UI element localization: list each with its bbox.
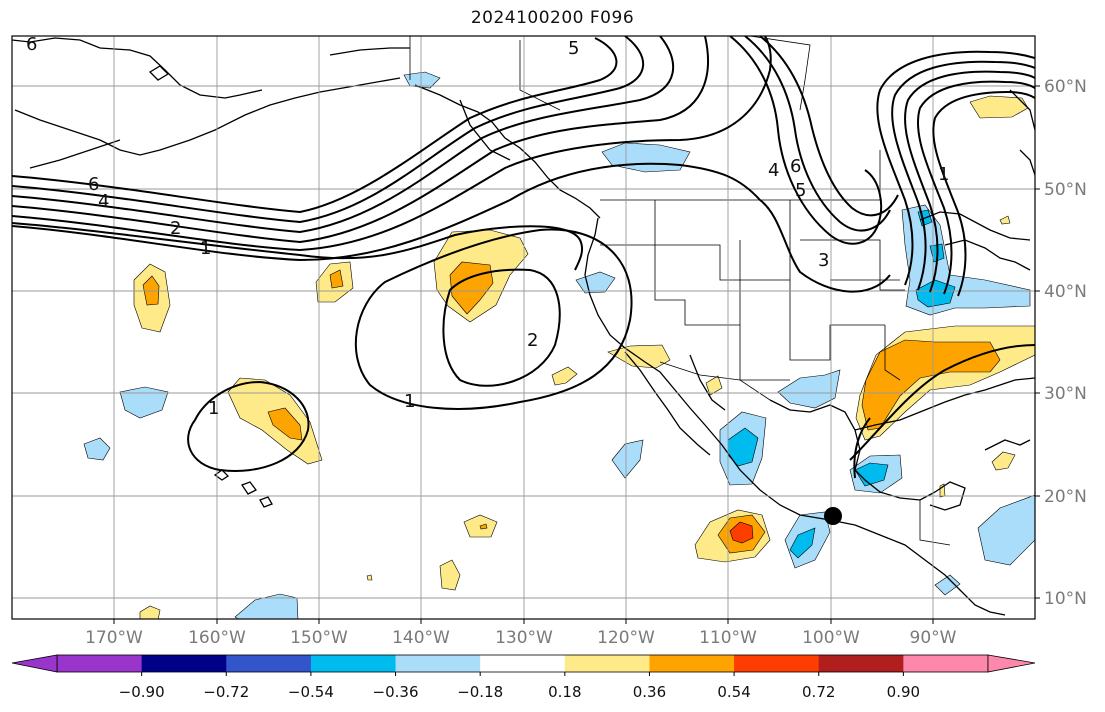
lat-label: 40°N xyxy=(1044,282,1087,302)
lon-labels: 170°W 160°W 150°W 140°W 130°W 120°W 110°… xyxy=(85,628,957,648)
lat-label: 50°N xyxy=(1044,180,1087,200)
shade-orange xyxy=(449,261,494,315)
contour-lines xyxy=(12,36,1035,479)
shade-light-blue xyxy=(977,494,1035,566)
shade-blue xyxy=(854,462,889,487)
lon-label: 120°W xyxy=(597,628,655,648)
contour-label: 3 xyxy=(818,250,829,271)
colorbar: −0.90 −0.72 −0.54 −0.36 −0.18 0.18 0.36 0.54 0.7… xyxy=(11,654,1036,701)
colorbar-right-arrow xyxy=(987,654,1036,673)
shaded-fields xyxy=(83,71,1035,619)
shade-yellow xyxy=(991,451,1016,471)
contour-label: 1 xyxy=(938,164,949,185)
shade-yellow xyxy=(607,344,671,369)
lat-label: 10°N xyxy=(1044,589,1087,609)
shade-orange xyxy=(329,269,344,289)
gridlines xyxy=(12,36,1035,619)
colorbar-tick-label: 0.72 xyxy=(802,683,835,701)
lon-label: 170°W xyxy=(85,628,143,648)
lat-label: 30°N xyxy=(1044,384,1087,404)
contour-label: 1 xyxy=(200,238,211,259)
shade-light-blue xyxy=(777,369,841,409)
colorbar-left-arrow xyxy=(11,654,58,673)
colorbar-tick-label: −0.72 xyxy=(203,683,249,701)
contour-label: 6 xyxy=(26,34,37,55)
shade-yellow xyxy=(705,375,723,396)
shade-orange xyxy=(479,523,488,530)
lon-label: 90°W xyxy=(910,628,957,648)
contour-label: 1 xyxy=(404,391,415,412)
contour-label: 1 xyxy=(208,398,219,419)
colorbar-tick-label: 0.36 xyxy=(633,683,666,701)
station-marker xyxy=(824,507,842,525)
shade-orange xyxy=(267,407,303,441)
shade-light-blue xyxy=(403,71,441,89)
colorbar-tick-label: 0.90 xyxy=(887,683,920,701)
shade-blue xyxy=(915,279,956,308)
colorbar-tick-label: −0.90 xyxy=(119,683,165,701)
colorbar-segment xyxy=(734,655,820,672)
shade-orange xyxy=(861,339,1001,431)
chart-title: 2024100200 F096 xyxy=(470,8,635,28)
colorbar-segment xyxy=(818,655,904,672)
lon-label: 130°W xyxy=(495,628,553,648)
lon-label: 160°W xyxy=(188,628,246,648)
contour-label: 6 xyxy=(88,174,99,195)
colorbar-segment xyxy=(480,655,566,672)
shade-light-blue xyxy=(83,437,111,461)
contour-label: 2 xyxy=(170,218,181,239)
lat-labels: 60°N 50°N 40°N 30°N 20°N 10°N xyxy=(1044,77,1087,609)
shade-light-blue xyxy=(119,386,169,419)
shade-red xyxy=(729,521,754,544)
shade-yellow xyxy=(439,559,461,591)
lon-label: 140°W xyxy=(392,628,450,648)
contour-label: 6 xyxy=(790,156,801,177)
shade-yellow xyxy=(999,215,1011,225)
map-panel xyxy=(12,36,1035,619)
shade-yellow xyxy=(366,574,373,581)
shade-orange xyxy=(142,275,160,306)
colorbar-segment xyxy=(310,655,397,672)
colorbar-segment xyxy=(57,655,143,672)
colorbar-segment xyxy=(649,655,735,672)
contour-label: 5 xyxy=(568,38,579,59)
contour-label: 2 xyxy=(527,330,538,351)
axis-ticks xyxy=(113,85,1040,624)
colorbar-labels: −0.90 −0.72 −0.54 −0.36 −0.18 0.18 0.36 0.54 0.7… xyxy=(119,672,920,701)
colorbar-segment xyxy=(141,655,227,672)
lon-label: 110°W xyxy=(699,628,757,648)
colorbar-tick-label: −0.36 xyxy=(373,683,419,701)
coastlines xyxy=(12,37,1035,616)
colorbar-segment xyxy=(226,655,312,672)
lon-label: 150°W xyxy=(290,628,348,648)
lat-label: 60°N xyxy=(1044,77,1087,97)
lat-label: 20°N xyxy=(1044,487,1087,507)
lon-label: 100°W xyxy=(802,628,860,648)
colorbar-tick-label: 0.18 xyxy=(548,683,581,701)
contour-label: 5 xyxy=(795,180,806,201)
contour-label: 4 xyxy=(768,160,779,181)
shade-yellow xyxy=(551,366,578,386)
shade-blue xyxy=(789,527,816,559)
shade-light-blue xyxy=(611,439,644,479)
contour-label: 4 xyxy=(98,191,109,212)
shade-light-blue xyxy=(934,574,961,596)
colorbar-segment xyxy=(395,655,481,672)
colorbar-segment xyxy=(564,655,650,672)
colorbar-segments xyxy=(56,654,989,673)
colorbar-tick-label: −0.18 xyxy=(457,683,503,701)
colorbar-segment xyxy=(903,655,989,672)
contour-labels: 6 5 6 4 2 1 4 6 5 1 2 1 1 3 xyxy=(26,34,949,419)
colorbar-tick-label: 0.54 xyxy=(717,683,750,701)
colorbar-tick-label: −0.54 xyxy=(288,683,334,701)
